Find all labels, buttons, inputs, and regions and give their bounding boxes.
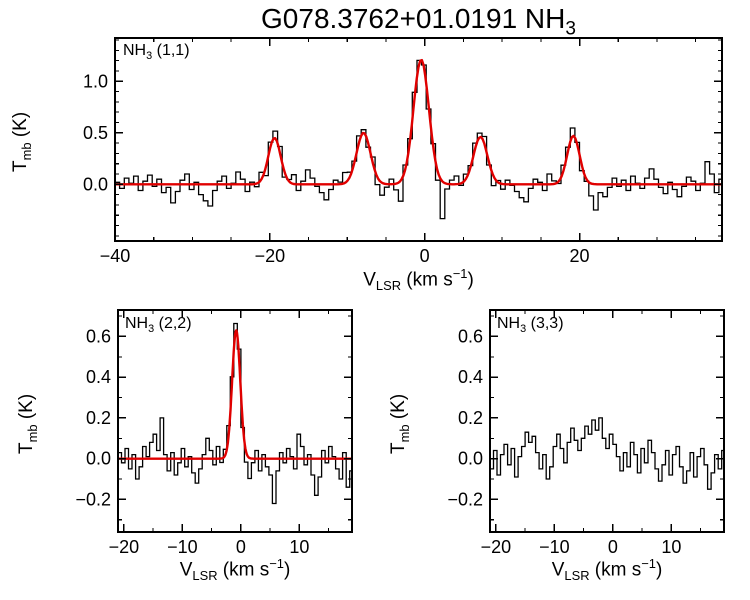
y-tick-label: 0.0 — [83, 174, 108, 194]
y-tick-label: 0.2 — [86, 408, 111, 428]
y-tick-label: 0.0 — [458, 449, 483, 469]
x-tick-label: 0 — [420, 246, 430, 266]
x-tick-label: 10 — [289, 537, 309, 557]
gaussian-fit-curve — [115, 58, 722, 186]
panel-0-data — [115, 58, 722, 220]
y-tick-label: 0.6 — [86, 326, 111, 346]
panel-3-3-label: NH3 (3,3) — [497, 315, 564, 336]
x-axis-label-bottom-right: VLSR (km s−1) — [551, 556, 663, 584]
x-tick-label: 10 — [661, 537, 681, 557]
gaussian-fit-curve — [118, 329, 352, 460]
y-axis-label-top: Tmb (K) — [10, 111, 34, 172]
x-tick-label: 20 — [570, 246, 590, 266]
panel-1-1-label: NH3 (1,1) — [123, 42, 190, 63]
y-tick-label: −0.2 — [447, 489, 483, 509]
axes-frame — [489, 309, 725, 533]
x-tick-label: −20 — [481, 537, 512, 557]
x-axis-label-bottom-left: VLSR (km s−1) — [179, 556, 291, 584]
plot-title: G078.3762+01.0191 NH3 — [115, 2, 722, 47]
x-tick-label: −10 — [167, 537, 198, 557]
x-tick-label: 0 — [608, 537, 618, 557]
plot-title-text: G078.3762+01.0191 NH — [261, 3, 566, 34]
axes-frame — [117, 309, 353, 533]
y-tick-label: 1.0 — [83, 71, 108, 91]
spectrum-histogram — [118, 322, 352, 505]
x-axis-label-top: VLSR (km s−1) — [363, 266, 474, 294]
y-tick-label: 0.0 — [86, 449, 111, 469]
y-axis-label-bottom-right: Tmb (K) — [388, 393, 412, 454]
plot-title-subscript: 3 — [565, 18, 576, 40]
y-tick-label: −0.2 — [75, 489, 111, 509]
panel-2-data — [490, 417, 724, 490]
y-tick-label: 0.2 — [458, 408, 483, 428]
axes-frame — [114, 37, 723, 242]
y-axis-label-bottom-left: Tmb (K) — [16, 393, 40, 454]
spectrum-histogram — [115, 59, 722, 220]
x-tick-label: −10 — [539, 537, 570, 557]
x-tick-label: −20 — [255, 246, 286, 266]
panel-2-2-label: NH3 (2,2) — [125, 315, 192, 336]
x-tick-label: −40 — [100, 246, 131, 266]
spectrum-histogram — [490, 417, 724, 490]
y-tick-label: 0.4 — [458, 367, 483, 387]
y-tick-label: 0.4 — [86, 367, 111, 387]
x-tick-label: −20 — [109, 537, 140, 557]
x-tick-label: 0 — [236, 537, 246, 557]
y-tick-label: 0.6 — [458, 326, 483, 346]
panel-1-data — [118, 322, 352, 505]
y-tick-label: 0.5 — [83, 123, 108, 143]
